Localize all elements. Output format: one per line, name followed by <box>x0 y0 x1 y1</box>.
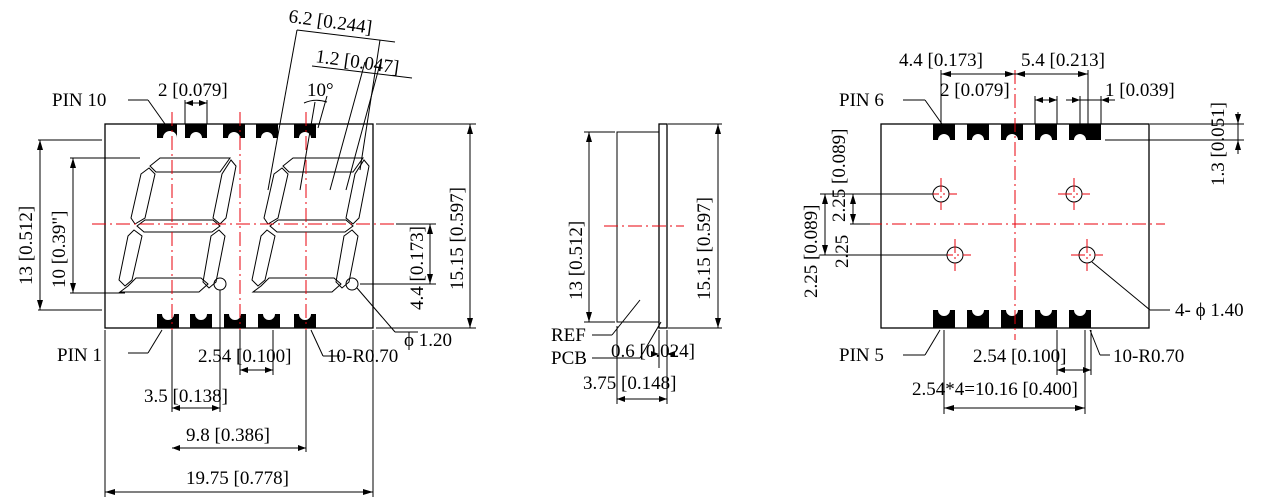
pad <box>157 124 177 138</box>
decimal-point-1 <box>213 277 227 291</box>
width-label: 19.75 [0.778] <box>186 468 289 489</box>
digit-2-segments <box>251 157 370 293</box>
pad <box>933 310 955 328</box>
side-view: 13 [0.512] 15.15 [0.597] REF PCB 0.6 [0.… <box>551 123 722 404</box>
dp-diameter-label: ϕ 1.20 <box>404 330 452 351</box>
top-pitch-label: 2 [0.079] <box>158 80 228 101</box>
pin10-label: PIN 10 <box>52 90 106 111</box>
hole-c-label: 2.25 <box>832 235 853 268</box>
angle-label: 10° <box>307 80 334 101</box>
hole-a-label: 2.25 [0.089] <box>801 205 822 298</box>
bottom-radius-label: 10-R0.70 <box>1113 346 1184 367</box>
pin5-label: PIN 5 <box>839 345 884 366</box>
side-height-label: 13 [0.512] <box>566 221 587 300</box>
bottom-top-pads <box>933 124 1101 140</box>
front-view: 13 [0.512] 10 [0.39"] 15.15 [0.597] 4.4 … <box>16 6 476 497</box>
pitch-label: 2.54 [0.100] <box>198 346 291 367</box>
pad <box>294 124 316 138</box>
pad-height-label: 1.3 [0.051] <box>1208 102 1229 186</box>
ref-label: REF <box>551 325 586 346</box>
front-bottom-pads <box>157 314 316 328</box>
pad <box>1035 310 1057 328</box>
pin-offset-label: 3.5 [0.138] <box>144 386 228 407</box>
pad <box>967 124 989 140</box>
pad <box>1069 124 1101 140</box>
pin6-label: PIN 6 <box>839 90 884 111</box>
dim-c-label: 2 [0.079] <box>940 80 1010 101</box>
bottom-bottom-pads <box>933 310 1091 328</box>
decimal-point-2 <box>345 277 359 291</box>
pad <box>1001 124 1023 140</box>
dp-offset-label: 4.4 [0.173] <box>407 226 428 310</box>
pcb-thickness-label: 0.6 [0.024] <box>611 341 695 362</box>
pad <box>967 310 989 328</box>
pad <box>256 124 278 138</box>
front-total-height-label: 15.15 [0.597] <box>447 187 468 290</box>
front-top-pads <box>157 124 316 138</box>
pad <box>1035 124 1057 140</box>
segment-width-label: 1.2 [0.047] <box>314 46 400 78</box>
front-digit-height-label: 10 [0.39"] <box>49 211 70 288</box>
bottom-pitch-label: 2.54 [0.100] <box>973 346 1066 367</box>
radius-label: 10-R0.70 <box>327 346 398 367</box>
bottom-view: 4.4 [0.173] 5.4 [0.213] 2 [0.079] 1 [0.0… <box>801 50 1244 414</box>
side-body <box>616 131 660 323</box>
dim-a-label: 4.4 [0.173] <box>899 50 983 71</box>
hole-b-label: 2.25 [0.089] <box>829 129 850 222</box>
pad <box>258 314 280 328</box>
pad <box>1069 310 1091 328</box>
pad <box>224 314 246 328</box>
pad <box>223 124 245 138</box>
holes-label: 4- ϕ 1.40 <box>1175 300 1244 321</box>
pcb-label: PCB <box>551 348 587 369</box>
depth-label: 3.75 [0.148] <box>583 373 676 394</box>
pad <box>190 314 212 328</box>
digit-pitch-label: 9.8 [0.386] <box>186 425 270 446</box>
pad <box>157 314 179 328</box>
pad <box>294 314 316 328</box>
front-height-label: 13 [0.512] <box>16 206 37 285</box>
digit-1-segments <box>118 157 237 293</box>
dim-d-label: 1 [0.039] <box>1105 80 1175 101</box>
dim-b-label: 5.4 [0.213] <box>1021 50 1105 71</box>
side-total-height-label: 15.15 [0.597] <box>694 197 715 300</box>
span-label: 2.54*4=10.16 [0.400] <box>912 379 1078 400</box>
front-body-outline <box>104 123 374 329</box>
pad <box>933 124 955 140</box>
pin1-label: PIN 1 <box>57 345 102 366</box>
pad <box>185 124 207 138</box>
pad <box>1001 310 1023 328</box>
